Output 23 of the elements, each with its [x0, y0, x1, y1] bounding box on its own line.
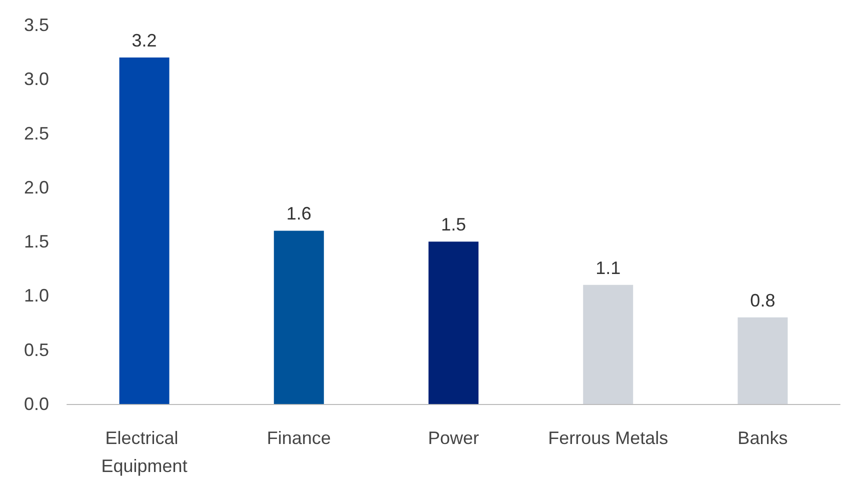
- data-label: 0.8: [750, 290, 776, 310]
- x-tick-label: Finance: [266, 428, 331, 448]
- data-label: 3.2: [132, 30, 157, 50]
- bar: [428, 242, 478, 404]
- y-tick-label: 0.5: [24, 340, 49, 360]
- bar: [738, 317, 788, 404]
- x-tick-label: Power: [428, 428, 480, 448]
- x-tick-label: Banks: [738, 428, 788, 448]
- y-tick-label: 1.0: [24, 286, 49, 306]
- y-tick-label: 3.0: [24, 69, 49, 90]
- y-tick-label: 1.5: [24, 232, 49, 252]
- data-label: 1.5: [440, 214, 466, 235]
- x-tick-label: Ferrous Metals: [548, 428, 668, 448]
- bar: [119, 57, 170, 404]
- data-label: 1.1: [596, 258, 621, 278]
- bar: [274, 230, 324, 404]
- x-tick-label: Electrical Equipment: [101, 428, 188, 476]
- bar: [583, 284, 634, 404]
- data-label: 1.6: [286, 204, 312, 224]
- y-tick-label: 2.0: [24, 177, 49, 198]
- y-tick-label: 2.5: [24, 123, 49, 144]
- y-tick-label: 3.5: [24, 15, 49, 35]
- y-tick-label: 0.0: [24, 394, 49, 414]
